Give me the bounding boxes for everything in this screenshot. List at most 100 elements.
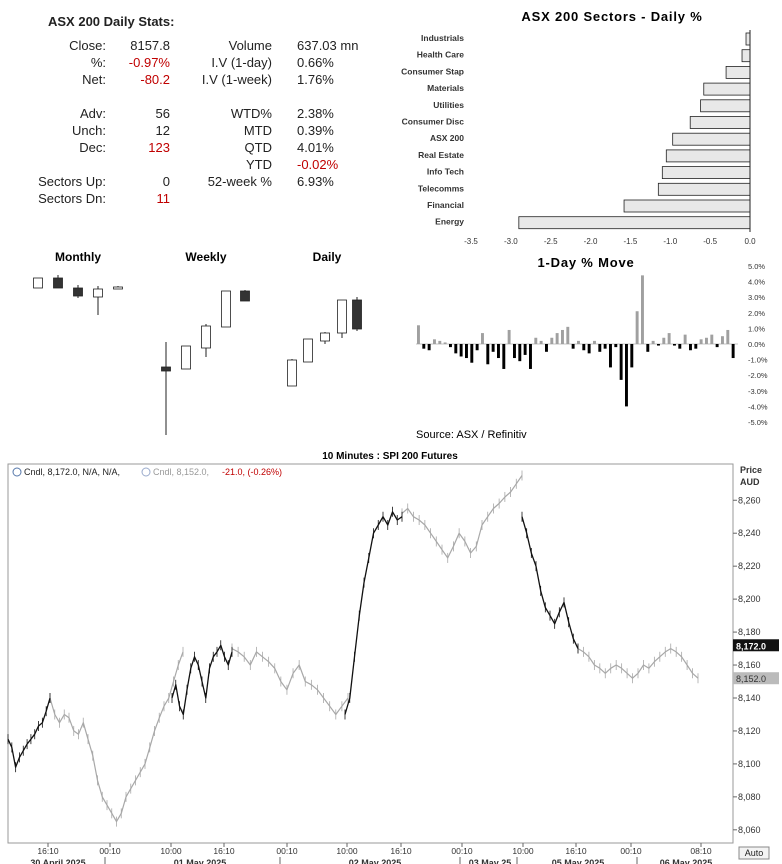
candle-body <box>53 277 63 289</box>
move-bar <box>417 325 420 344</box>
stat-label: WTD% <box>230 106 272 121</box>
stat-label: Dec: <box>79 140 106 155</box>
price-line <box>7 697 51 768</box>
date-label: 05 May 2025 <box>552 858 605 864</box>
move-bar <box>609 344 612 368</box>
move-bar <box>705 337 708 344</box>
y-tick-label: 2.0% <box>748 309 765 318</box>
sector-bar <box>725 66 751 79</box>
legend-icon <box>141 467 151 477</box>
legend-ref: Cndl, 8,152.0, <box>153 467 209 477</box>
axis-title: Price <box>740 465 762 475</box>
x-tick-label: 16:10 <box>37 846 59 856</box>
stat-value: -0.02% <box>297 157 339 172</box>
candle-body <box>320 332 330 342</box>
y-tick-label: -2.0% <box>748 371 768 380</box>
x-tick-label: 00:10 <box>276 846 298 856</box>
sector-bar <box>672 132 751 146</box>
y-tick-label: 8,120 <box>738 726 761 736</box>
stat-label: I.V (1-day) <box>211 55 272 70</box>
ref-price-tag <box>733 672 779 685</box>
sector-label: Health Care <box>417 50 465 60</box>
y-tick-label: 8,080 <box>738 792 761 802</box>
y-tick-label: -3.0% <box>748 387 768 396</box>
stat-label: I.V (1-week) <box>201 72 272 87</box>
stat-value: 12 <box>155 123 170 138</box>
sector-label: Telecomms <box>418 183 464 193</box>
stat-value: 6.93% <box>297 174 334 189</box>
move-bar <box>651 340 655 344</box>
candle-body <box>113 286 123 290</box>
one-day-move-title: 1-Day % Move <box>537 255 634 270</box>
stat-label: Net: <box>82 72 106 87</box>
move-bar <box>641 275 644 344</box>
last-price-tag <box>733 639 779 652</box>
y-tick-label: 8,140 <box>738 693 761 703</box>
move-bar <box>715 344 719 348</box>
axis-title: AUD <box>740 477 760 487</box>
move-bar <box>438 340 442 344</box>
stat-label: 52-week % <box>207 174 272 189</box>
move-bar <box>534 337 538 344</box>
legend-icon <box>12 467 22 477</box>
stat-label: YTD <box>246 157 272 172</box>
stat-value: 11 <box>156 191 171 206</box>
move-bar <box>481 333 484 344</box>
move-bar <box>523 344 527 355</box>
x-tick-label: -0.5 <box>703 237 717 246</box>
sector-label: Consumer Stap <box>401 66 464 76</box>
x-tick-label: -1.5 <box>624 237 638 246</box>
source-note: Source: ASX / Refinitiv <box>416 429 527 441</box>
candle-body <box>287 359 297 387</box>
y-tick-label: 8,160 <box>738 660 761 670</box>
sector-bar-chart: ASX 200 Sectors - Daily % Industrials Hea… <box>401 9 756 246</box>
candle-body <box>240 290 250 302</box>
move-bar <box>433 339 436 344</box>
auto-button[interactable] <box>738 846 770 860</box>
move-bar <box>465 344 468 359</box>
y-tick-label: 5.0% <box>748 262 765 271</box>
candle-panels: Monthly Weekly Daily <box>33 250 362 435</box>
date-label: 30 April 2025 <box>30 858 85 864</box>
x-tick-label: 16:10 <box>390 846 412 856</box>
move-bar <box>699 339 703 344</box>
move-bar <box>550 337 554 344</box>
move-bar <box>726 329 730 344</box>
stat-value: 2.38% <box>297 106 334 121</box>
sector-chart-title: ASX 200 Sectors - Daily % <box>521 9 702 24</box>
move-bar <box>598 344 602 352</box>
y-tick-label: 3.0% <box>748 293 765 302</box>
last-price-label: 8,172.0 <box>736 641 766 651</box>
stat-value: 637.03 mn <box>297 38 359 53</box>
sector-label: ASX 200 <box>430 133 464 143</box>
y-tick-label: -1.0% <box>748 356 768 365</box>
sector-bar <box>741 49 751 63</box>
move-bar <box>470 344 474 363</box>
y-tick-label: 0.0% <box>748 340 765 349</box>
sector-label: Info Tech <box>427 167 464 177</box>
move-bar <box>694 344 698 349</box>
candle-body <box>181 345 191 370</box>
candle-title: Monthly <box>55 250 101 264</box>
x-tick-label: 00:10 <box>99 846 121 856</box>
x-tick-label: 10:00 <box>336 846 358 856</box>
legend-main: Cndl, 8,172.0, N/A, N/A, <box>24 467 120 477</box>
stat-label: Sectors Dn: <box>38 191 106 206</box>
y-tick-label: 8,220 <box>738 561 761 571</box>
move-bar <box>555 333 559 344</box>
spi-chart-title: 10 Minutes : SPI 200 Futures <box>322 451 458 462</box>
move-bar <box>662 337 666 344</box>
stat-label: Sectors Up: <box>38 174 106 189</box>
move-bar <box>673 344 676 346</box>
move-bar <box>689 344 692 351</box>
x-tick-label: -1.0 <box>663 237 677 246</box>
move-bar <box>545 344 548 352</box>
move-bar <box>507 329 511 344</box>
sector-bar <box>623 199 751 213</box>
y-tick-label: 4.0% <box>748 278 765 287</box>
move-bar <box>630 344 634 368</box>
stat-value: 0.39% <box>297 123 334 138</box>
x-tick-label: 16:10 <box>213 846 235 856</box>
sector-label: Energy <box>435 217 464 227</box>
y-tick-label: 8,060 <box>738 825 761 835</box>
